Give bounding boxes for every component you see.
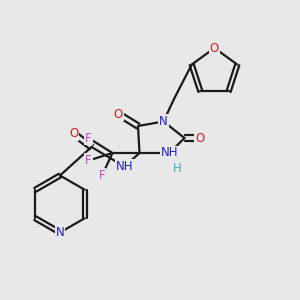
Text: O: O <box>210 41 219 55</box>
Text: N: N <box>56 226 64 239</box>
Text: F: F <box>85 131 92 145</box>
Text: F: F <box>99 169 105 182</box>
Text: NH: NH <box>161 146 178 160</box>
Text: O: O <box>195 131 204 145</box>
Text: O: O <box>114 107 123 121</box>
Text: NH: NH <box>116 160 133 173</box>
Text: H: H <box>172 161 182 175</box>
Text: F: F <box>85 154 92 167</box>
Text: O: O <box>69 127 78 140</box>
Text: N: N <box>159 115 168 128</box>
